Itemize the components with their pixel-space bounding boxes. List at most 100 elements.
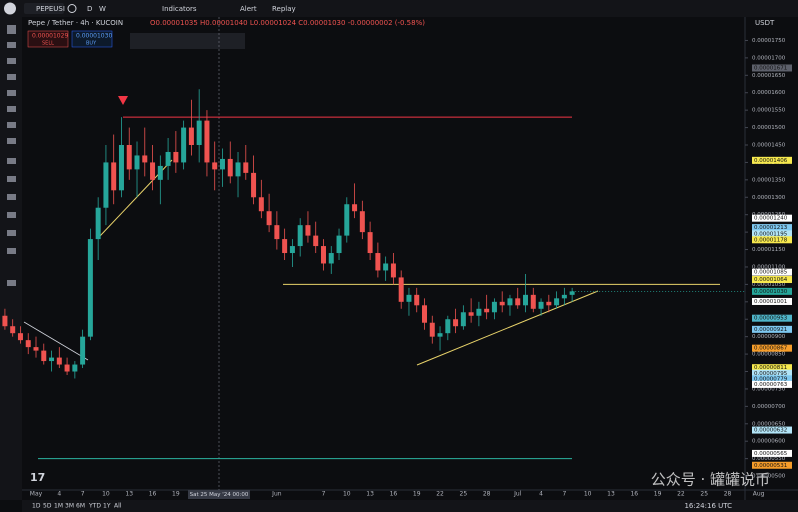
y-tick-label: 0.00000700 xyxy=(752,404,786,410)
candle-body xyxy=(126,145,132,170)
price-tag xyxy=(752,268,792,276)
price-tag xyxy=(752,426,792,434)
buy-price[interactable]: 0.00001030 xyxy=(76,33,112,40)
price-tag xyxy=(752,230,792,238)
y-tick-label: 0.00001100 xyxy=(752,264,786,270)
y-tick-label: 0.00001700 xyxy=(752,55,786,61)
y-tick-label: 0.00001050 xyxy=(752,282,786,288)
candle-body xyxy=(80,336,86,365)
price-tag-label: 0.00000632 xyxy=(754,428,787,434)
tool-icon[interactable] xyxy=(7,138,16,144)
price-tag-label: 0.00001178 xyxy=(754,237,788,243)
candle-body xyxy=(134,155,140,170)
sell-label[interactable]: SELL xyxy=(42,41,54,47)
tool-icon[interactable] xyxy=(7,176,16,182)
buy-button[interactable] xyxy=(71,30,113,48)
tool-icon[interactable] xyxy=(7,212,16,218)
candle-body xyxy=(227,158,233,177)
tool-icon[interactable] xyxy=(7,194,16,200)
tool-icon[interactable] xyxy=(7,42,16,48)
candle-body xyxy=(142,155,148,163)
sell-button[interactable] xyxy=(27,30,69,48)
avatar[interactable] xyxy=(4,2,16,15)
y-tick-label: 0.00000550 xyxy=(752,456,786,462)
candle-body xyxy=(212,162,218,170)
tool-icon[interactable] xyxy=(7,248,16,254)
price-tag xyxy=(752,449,792,457)
price-tag xyxy=(752,364,792,372)
candle-body xyxy=(530,294,536,309)
candle-body xyxy=(546,301,552,306)
candle-body xyxy=(87,239,93,337)
drawing-toolbar xyxy=(130,33,245,49)
price-tag-label: 0.00000811 xyxy=(754,365,787,371)
price-tag-label: 0.00001001 xyxy=(754,299,787,305)
symbol-search[interactable] xyxy=(24,3,64,14)
price-tag-label: 0.00001406 xyxy=(754,158,788,164)
y-tick-label: 0.00001750 xyxy=(752,38,786,44)
tool-icon[interactable] xyxy=(7,25,16,34)
candle-body xyxy=(320,246,326,264)
watermark: 公众号 · 罐罐说币 xyxy=(651,471,770,489)
price-tag-label: 0.00001671 xyxy=(754,65,787,71)
crosshair-tag xyxy=(188,490,250,499)
candle-body xyxy=(398,277,404,302)
price-tag xyxy=(752,375,792,383)
candle-body xyxy=(484,308,490,313)
x-tick-label: 28 xyxy=(483,491,491,498)
tool-icon[interactable] xyxy=(7,90,16,96)
tool-icon[interactable] xyxy=(7,158,16,164)
candle-body xyxy=(328,253,334,264)
range-button[interactable]: 3M xyxy=(65,503,74,510)
price-tag xyxy=(752,325,792,333)
range-button[interactable]: 6M xyxy=(76,503,85,510)
bottom-bar xyxy=(22,500,798,512)
range-button[interactable]: 1M xyxy=(54,503,63,510)
x-tick-label: 10 xyxy=(102,491,110,498)
price-tag-label: 0.00000867 xyxy=(754,346,788,352)
x-tick-label: Jul xyxy=(513,491,522,498)
candle-body xyxy=(305,225,311,236)
range-button[interactable]: 1Y xyxy=(103,503,111,510)
candle-body xyxy=(460,312,466,327)
range-button[interactable]: 5D xyxy=(43,503,52,510)
y-tick-label: 0.00001300 xyxy=(752,195,786,201)
tool-icon[interactable] xyxy=(7,74,16,80)
price-tag-label: 0.00000795 xyxy=(754,371,788,377)
indicators-button[interactable]: Indicators xyxy=(162,5,197,13)
tool-icon[interactable] xyxy=(7,106,16,112)
tool-icon[interactable] xyxy=(7,122,16,128)
candle-body xyxy=(235,162,241,177)
alert-button[interactable]: Alert xyxy=(240,5,257,13)
x-tick-label: 13 xyxy=(366,491,374,498)
y-tick-label: 0.00000850 xyxy=(752,352,786,358)
range-button[interactable]: All xyxy=(114,503,122,510)
candle-body xyxy=(561,294,567,299)
candle-body xyxy=(33,347,39,351)
tool-icon[interactable] xyxy=(7,280,16,286)
chart-legend: Pepe / Tether · 4h · KUCOIN xyxy=(28,19,123,27)
range-button[interactable]: 1D xyxy=(32,503,41,510)
x-tick-label: May xyxy=(30,491,43,498)
tool-icon[interactable] xyxy=(7,58,16,64)
candle-body xyxy=(188,127,194,145)
add-symbol[interactable] xyxy=(67,4,77,13)
y-tick-label: 0.00001350 xyxy=(752,177,786,183)
candle-body xyxy=(297,225,303,247)
range-button[interactable]: YTD xyxy=(88,503,101,510)
candle-body xyxy=(289,246,295,254)
replay-button[interactable]: Replay xyxy=(272,5,296,13)
candle-body xyxy=(569,291,575,295)
timeframe[interactable]: D xyxy=(87,5,92,13)
currency[interactable]: USDT xyxy=(755,19,775,27)
tool-icon[interactable] xyxy=(7,230,16,236)
y-tick-label: 0.00001550 xyxy=(752,108,786,114)
price-tag-label: 0.00001240 xyxy=(754,216,788,222)
candle-body xyxy=(375,253,381,271)
sell-price[interactable]: 0.00001029 xyxy=(32,33,68,40)
timeframe[interactable]: W xyxy=(99,5,106,13)
buy-label[interactable]: BUY xyxy=(86,41,97,47)
candle-body xyxy=(196,120,202,145)
symbol[interactable]: PEPEUSI xyxy=(36,5,65,13)
